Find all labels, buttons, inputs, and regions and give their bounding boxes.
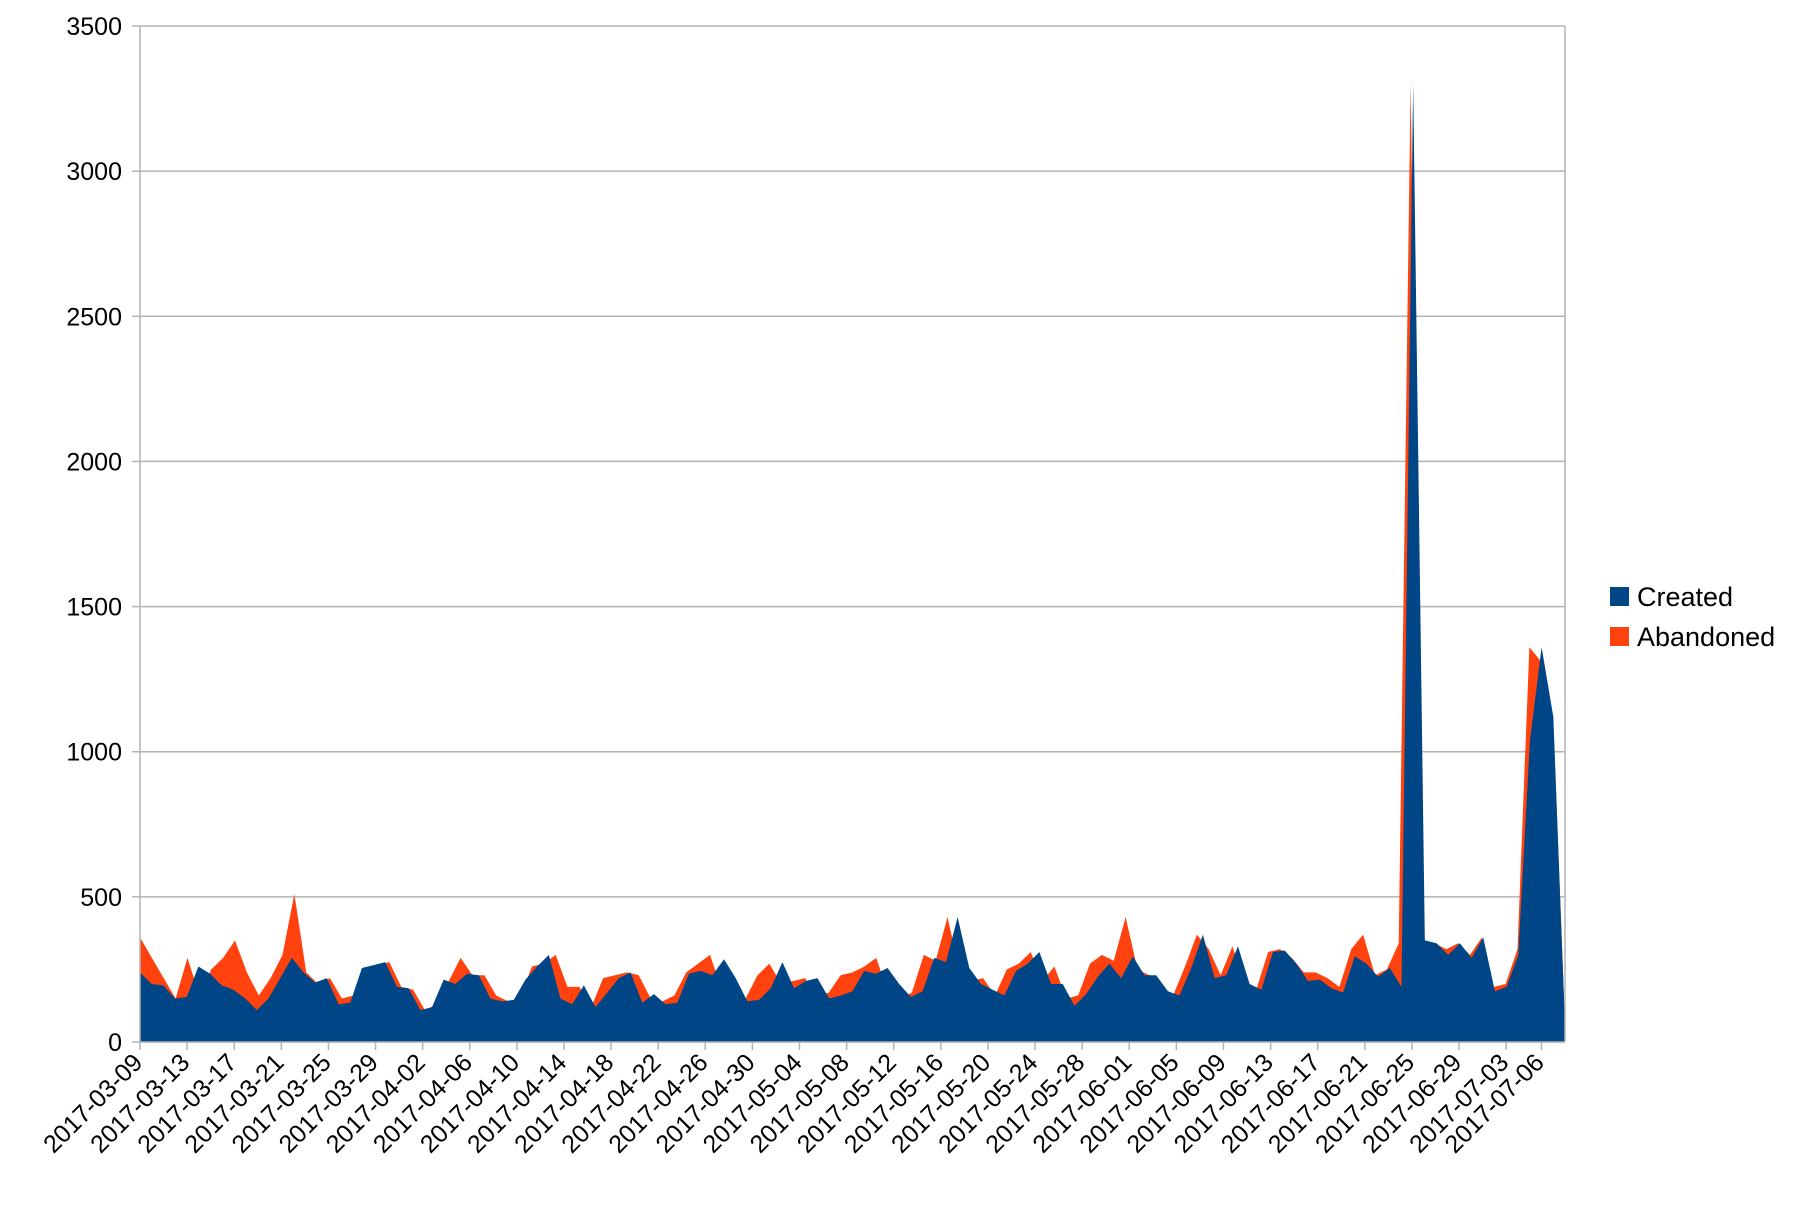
gridlines <box>140 25 1565 1043</box>
plot-areas <box>140 84 1565 1042</box>
y-tick-label: 0 <box>108 1029 122 1057</box>
axes <box>139 26 1566 1043</box>
y-tick-label: 500 <box>80 884 122 912</box>
y-tick-label: 1500 <box>66 594 122 622</box>
legend-swatch-created <box>1610 587 1629 606</box>
x-axis-ticks: 2017-03-092017-03-132017-03-172017-03-21… <box>38 1042 1550 1159</box>
y-axis-ticks: 0 500 1000 1500 2000 2500 3000 3500 <box>66 13 140 1057</box>
series-area-created <box>140 84 1565 1042</box>
legend-label-abandoned: Abandoned <box>1637 622 1775 652</box>
series-area-abandoned <box>140 84 1565 1042</box>
y-tick-label: 2000 <box>66 448 122 476</box>
legend: Created Abandoned <box>1610 582 1775 652</box>
legend-label-created: Created <box>1637 582 1733 612</box>
y-tick-label: 2500 <box>66 303 122 331</box>
y-tick-label: 3000 <box>66 158 122 186</box>
y-tick-label: 3500 <box>66 13 122 41</box>
y-tick-label: 1000 <box>66 739 122 767</box>
legend-swatch-abandoned <box>1610 627 1629 646</box>
